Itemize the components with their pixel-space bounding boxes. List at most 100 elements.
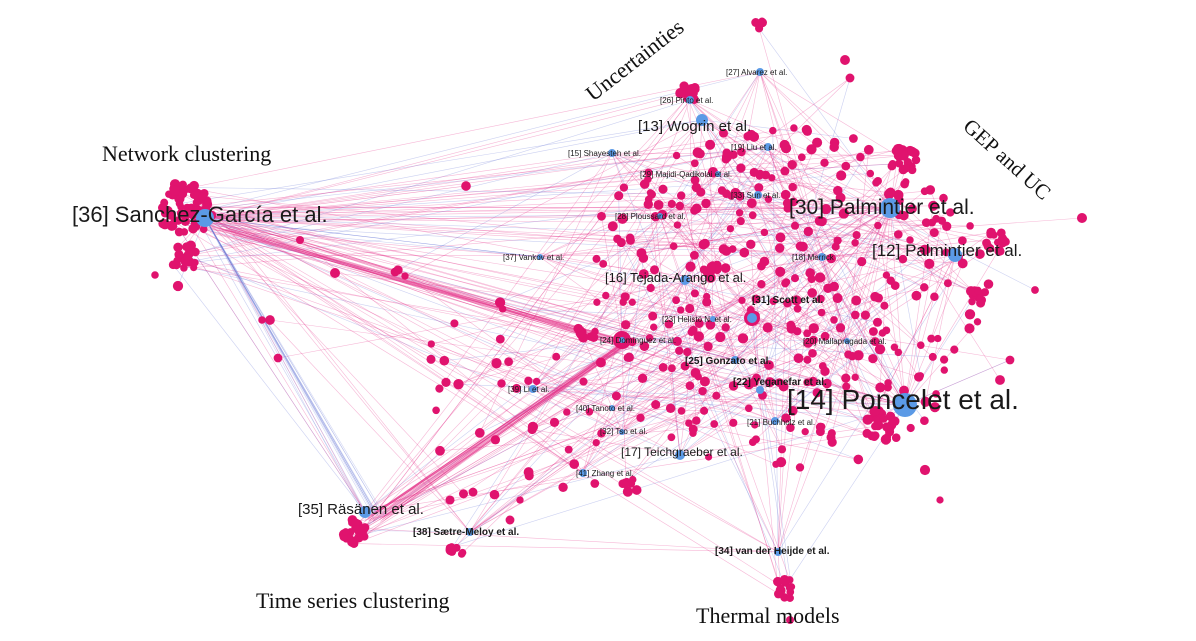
citation-edge <box>204 217 891 429</box>
cited-work-node <box>790 221 800 230</box>
citation-edge <box>679 249 927 456</box>
citation-edge <box>701 119 854 139</box>
citation-edge <box>717 163 900 175</box>
cited-work-node <box>180 216 191 227</box>
paper-label-20: [20] Mallapragada et al. <box>803 337 887 346</box>
cited-work-node <box>667 364 676 373</box>
cited-work-node <box>426 354 436 364</box>
cited-work-node <box>883 432 892 441</box>
citation-edge <box>208 222 625 346</box>
cited-work-node <box>619 183 629 192</box>
citation-edge <box>204 178 648 219</box>
cited-work-node <box>739 247 750 258</box>
cited-work-node <box>890 343 899 351</box>
citation-edge <box>174 221 736 361</box>
cited-work-node <box>851 238 859 247</box>
cited-work-node <box>1005 355 1015 365</box>
cited-work-node <box>757 18 767 28</box>
cited-work-node <box>874 221 882 230</box>
cluster-label-network-clustering: Network clustering <box>102 141 271 166</box>
cited-work-node <box>441 377 451 388</box>
citation-edge <box>583 359 736 382</box>
citation-edge <box>671 368 681 456</box>
citation-edge <box>360 207 891 536</box>
cited-work-node <box>842 382 851 391</box>
cited-work-node <box>705 319 716 330</box>
cited-work-node <box>439 355 450 366</box>
cited-work-node <box>928 352 937 361</box>
cited-work-node <box>812 388 822 398</box>
citation-edge <box>621 266 691 433</box>
cited-work-node <box>177 203 185 211</box>
cited-work-node <box>808 348 817 358</box>
cited-work-node <box>624 352 634 363</box>
citation-edge <box>177 220 623 433</box>
cited-work-node <box>489 489 500 500</box>
citation-edge <box>232 229 628 345</box>
citation-edge <box>373 342 626 514</box>
cited-work-node <box>685 261 696 272</box>
cited-work-node <box>868 353 878 364</box>
citation-edge <box>757 194 829 289</box>
citation-edge <box>779 382 906 406</box>
citation-edge <box>807 207 891 383</box>
citation-edge <box>701 119 1036 291</box>
cited-work-node <box>779 575 790 585</box>
cited-work-node <box>748 438 757 446</box>
cited-work-node <box>622 480 630 489</box>
cited-work-node <box>672 296 681 305</box>
citation-edge <box>676 299 753 319</box>
paper-label-16: [16] Tejada-Arango et al. <box>605 270 746 285</box>
citation-edge <box>904 220 943 406</box>
cited-work-node <box>851 295 862 306</box>
citation-edge <box>187 146 769 208</box>
cited-work-node <box>746 129 757 141</box>
citation-edge <box>204 217 375 515</box>
cited-work-node <box>705 139 716 150</box>
citation-edge <box>204 217 707 297</box>
cited-work-node <box>700 238 710 249</box>
cited-work-node <box>772 460 780 468</box>
cited-work-node <box>760 228 769 237</box>
citation-edge <box>601 216 623 341</box>
cited-work-node <box>158 218 168 229</box>
cited-work-node <box>330 268 340 278</box>
cited-work-node <box>831 242 840 251</box>
citation-edge <box>716 264 848 342</box>
reviewed-paper-node <box>529 385 537 393</box>
cited-work-node <box>943 279 952 288</box>
citation-edge <box>224 229 631 346</box>
citation-edge <box>721 190 956 256</box>
citation-edge <box>904 321 978 406</box>
citation-edge <box>710 207 891 272</box>
citation-edge <box>334 272 714 320</box>
cited-work-node <box>939 355 949 364</box>
citation-edge <box>611 407 859 460</box>
cited-work-node <box>178 189 188 199</box>
citation-edge <box>683 89 736 361</box>
citation-edge <box>684 279 889 384</box>
cited-work-node <box>700 406 709 415</box>
cited-work-node <box>457 550 466 558</box>
citation-edge <box>496 362 776 422</box>
cited-work-node <box>639 341 650 352</box>
citation-edge <box>228 226 626 342</box>
cited-work-node <box>688 424 698 434</box>
cited-work-node <box>795 463 805 472</box>
citation-edge <box>232 234 629 341</box>
cited-work-node <box>868 327 878 336</box>
reviewed-paper-node <box>680 275 690 285</box>
citation-edge <box>855 314 906 406</box>
citation-edge <box>181 207 891 214</box>
reviewed-paper-node <box>818 253 826 261</box>
citation-edge <box>679 422 734 456</box>
cited-work-node <box>699 376 710 387</box>
citation-edge <box>759 71 876 427</box>
cited-work-node <box>860 310 870 320</box>
citation-edge <box>206 215 779 553</box>
citation-edge <box>774 305 885 422</box>
cited-work-node <box>198 192 207 201</box>
cited-work-node <box>704 453 713 461</box>
citation-edge <box>189 146 769 263</box>
citation-edge <box>679 142 818 456</box>
